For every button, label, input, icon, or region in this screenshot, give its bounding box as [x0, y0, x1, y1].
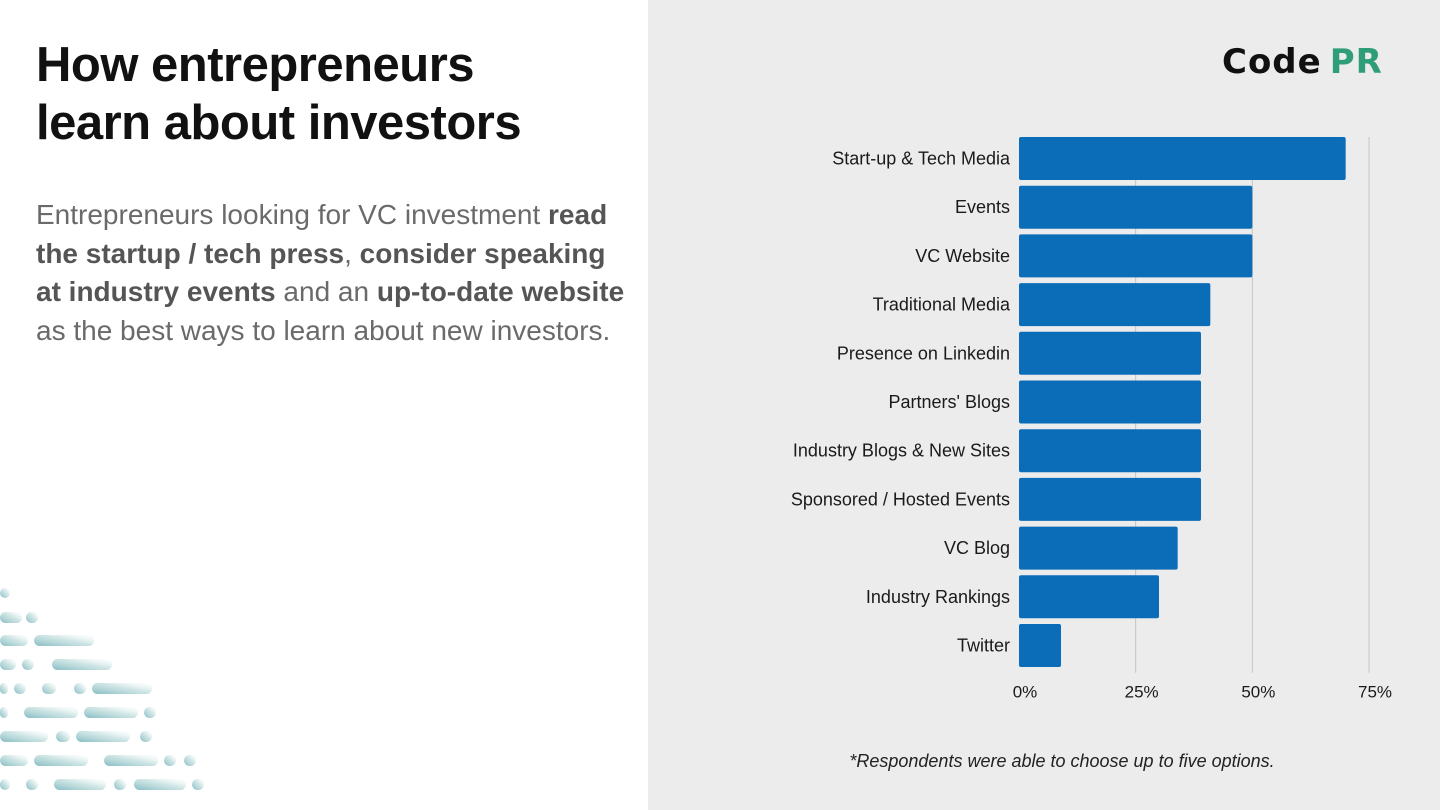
description-highlight-1: read the startup / tech press: [36, 199, 608, 269]
category-label-1: Start-up & Tech Media: [832, 149, 1011, 169]
title-line-2: learn about investors: [36, 96, 522, 150]
description-highlight-3: up-to-date website: [376, 276, 625, 307]
category-label-4: Traditional Media: [873, 295, 1011, 315]
category-label-6: Partners' Blogs: [889, 392, 1011, 412]
title-line-1: How entrepreneurs: [36, 38, 475, 92]
bar-3: [1019, 234, 1253, 278]
x-tick-label-75: 75%: [1358, 683, 1392, 702]
x-tick-label-50: 50%: [1241, 683, 1275, 702]
category-label-3: VC Website: [915, 246, 1010, 266]
description-part-1: Entrepreneurs looking for VC investment: [36, 199, 549, 230]
bar-chart: Start-up & Tech Media Events VC Website Tra…: [791, 137, 1392, 702]
logo-text-code: Code: [1222, 42, 1322, 82]
description-part-4: as the best ways to learn about new inve…: [36, 314, 611, 346]
bar-6: [1019, 380, 1201, 424]
bar-2: [1019, 185, 1253, 229]
bar-4: [1019, 283, 1211, 327]
bar-8: [1019, 477, 1201, 521]
description-part-3: and an: [275, 276, 377, 307]
category-label-8: Sponsored / Hosted Events: [791, 489, 1010, 509]
category-label-11: Twitter: [957, 636, 1010, 656]
chart-footnote: *Respondents were able to choose up to f…: [849, 751, 1275, 771]
bar-7: [1019, 429, 1201, 473]
bar-11: [1019, 624, 1061, 667]
category-label-10: Industry Rankings: [866, 587, 1010, 607]
codepr-logo: Code PR: [1222, 42, 1383, 82]
x-tick-label-0: 0%: [1013, 683, 1038, 702]
description-part-2: ,: [344, 237, 360, 269]
bar-10: [1019, 575, 1159, 619]
category-label-9: VC Blog: [944, 538, 1010, 558]
bar-5: [1019, 331, 1201, 375]
bar-1: [1019, 137, 1346, 180]
category-label-5: Presence on Linkedin: [837, 343, 1010, 363]
logo-text-pr: PR: [1329, 42, 1383, 82]
left-panel: How entrepreneurs learn about investors …: [0, 0, 648, 810]
bar-9: [1019, 526, 1178, 570]
description-text: Entrepreneurs looking for VC investment …: [36, 196, 626, 350]
x-tick-label-25: 25%: [1125, 683, 1159, 702]
category-label-7: Industry Blogs & New Sites: [793, 441, 1010, 461]
page-title: How entrepreneurs learn about investors: [36, 36, 636, 152]
decorative-dots-pattern: [0, 588, 204, 790]
category-label-2: Events: [955, 197, 1010, 217]
description-highlight-2: consider speaking at industry events: [36, 237, 606, 308]
